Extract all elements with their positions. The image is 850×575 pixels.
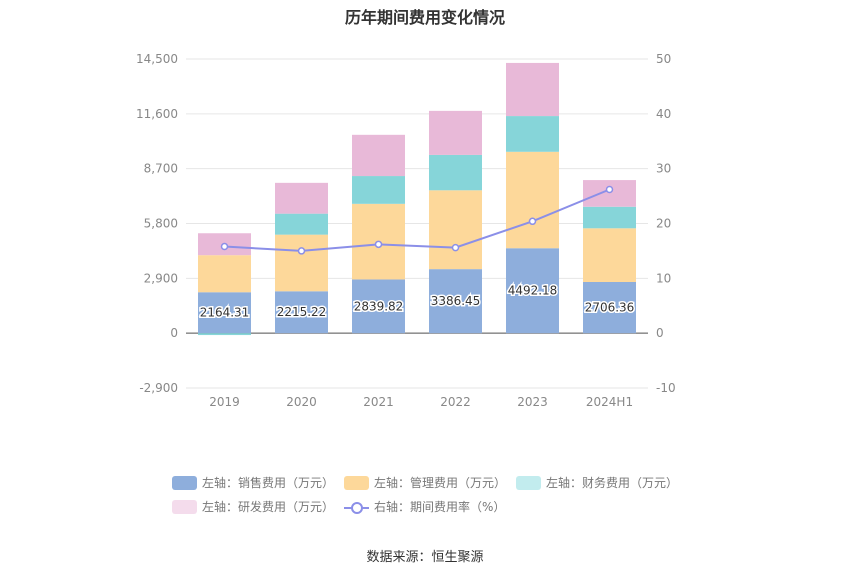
bar-segment-finance [583, 206, 636, 229]
bar-data-label: 2215.22 [277, 305, 327, 319]
expense-rate-line [224, 188, 610, 252]
bar-segment-rnd [506, 62, 559, 117]
y-right-tick-label: 30 [656, 162, 671, 176]
bar-segment-finance [429, 154, 482, 191]
legend-item-rnd[interactable]: 左轴：研发费用（万元） [172, 498, 334, 515]
y-left-tick-label: 2,900 [144, 271, 178, 285]
bar-data-label: 2839.82 [354, 299, 404, 313]
y-left-tick-label: 0 [170, 326, 178, 340]
y-right-tick-label: 50 [656, 52, 671, 66]
expense-rate-point [451, 243, 460, 252]
y-right-tick-label: -10 [656, 381, 676, 395]
bar-segment-admin [429, 190, 482, 270]
bar-segment-finance [506, 116, 559, 152]
legend-label-admin: 左轴：管理费用（万元） [374, 476, 507, 490]
expense-rate-point [374, 240, 383, 249]
legend-item-sales[interactable]: 左轴：销售费用（万元） [172, 474, 334, 491]
y-right-tick-label: 0 [656, 326, 664, 340]
bar-segment-sales [352, 279, 405, 334]
legend-item-expense-rate[interactable]: 右轴：期间费用率（%） [344, 498, 505, 515]
bar-segment-admin [275, 234, 328, 292]
bar-segment-sales [198, 292, 251, 334]
y-left-tick-label: 5,800 [144, 217, 178, 231]
legend-label-finance: 左轴：财务费用（万元） [546, 476, 679, 490]
x-tick-label: 2024H1 [586, 395, 633, 409]
bar-data-label: 2706.36 [585, 301, 635, 315]
expense-rate-point [297, 247, 306, 255]
legend-swatch-rnd [172, 499, 197, 514]
y-left-tick-label: 11,600 [136, 107, 178, 121]
bar-segment-admin [198, 255, 251, 293]
bar-segment-sales [583, 281, 636, 334]
y-left-tick-label: 14,500 [136, 52, 178, 66]
x-tick-label: 2021 [363, 395, 394, 409]
bar-segment-finance [198, 333, 251, 336]
x-tick-label: 2020 [286, 395, 317, 409]
legend-swatch-admin [344, 475, 369, 490]
bar-segment-sales [429, 269, 482, 334]
bar-segment-finance [352, 176, 405, 204]
bar-data-label: 2164.31 [200, 306, 250, 320]
bar-data-label: 3386.45 [431, 294, 481, 308]
bar-segment-finance [275, 213, 328, 235]
legend-swatch-sales [172, 475, 197, 490]
y-right-tick-label: 40 [656, 107, 671, 121]
chart-title: 历年期间费用变化情况 [344, 8, 505, 27]
bar-segment-rnd [429, 110, 482, 155]
bar-segment-rnd [275, 182, 328, 214]
x-tick-label: 2023 [517, 395, 548, 409]
legend-item-finance[interactable]: 左轴：财务费用（万元） [516, 474, 678, 491]
y-left-tick-label: 8,700 [144, 162, 178, 176]
legend-swatch-expense-rate [344, 500, 369, 514]
legend-swatch-finance [516, 475, 541, 490]
bar-segment-rnd [583, 180, 636, 207]
x-tick-label: 2022 [440, 395, 471, 409]
bar-segment-admin [506, 151, 559, 249]
x-tick-label: 2019 [209, 395, 240, 409]
y-right-tick-label: 20 [656, 217, 671, 231]
data-source: 数据来源：恒生聚源 [366, 550, 484, 565]
expense-rate-point [605, 185, 614, 194]
bar-data-label: 4492.18 [508, 284, 558, 298]
y-left-tick-label: -2,900 [139, 381, 178, 395]
bar-segment-sales [506, 248, 559, 334]
expense-rate-point [528, 217, 537, 226]
legend-item-admin[interactable]: 左轴：管理费用（万元） [344, 474, 506, 491]
expense-rate-point [220, 242, 229, 251]
legend-label-expense-rate: 右轴：期间费用率（%） [374, 500, 506, 514]
y-right-tick-label: 10 [656, 271, 671, 285]
legend-label-sales: 左轴：销售费用（万元） [202, 476, 335, 490]
legend-label-rnd: 左轴：研发费用（万元） [202, 500, 335, 514]
bar-segment-admin [583, 228, 636, 282]
bar-segment-sales [275, 291, 328, 334]
bar-segment-rnd [352, 134, 405, 177]
